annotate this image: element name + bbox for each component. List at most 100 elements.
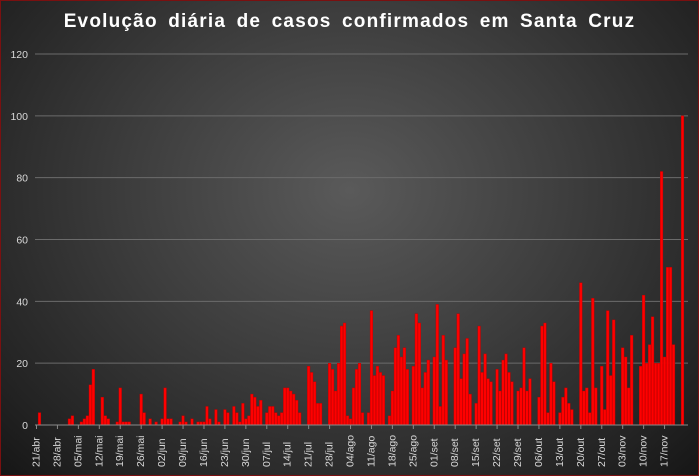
bar xyxy=(552,381,556,426)
bar xyxy=(160,418,164,426)
bar xyxy=(671,344,676,426)
bar xyxy=(372,375,376,426)
bar xyxy=(381,375,385,426)
bar xyxy=(295,400,299,426)
bar xyxy=(489,381,493,426)
bar xyxy=(235,412,239,426)
x-tick-label: 22/set xyxy=(491,438,503,467)
bar xyxy=(208,418,212,426)
x-tick-label: 26/mai xyxy=(135,435,147,467)
bar xyxy=(118,387,122,426)
x-tick-label: 29/set xyxy=(512,438,524,467)
bar xyxy=(390,390,394,426)
bar xyxy=(528,378,532,426)
bar xyxy=(298,412,302,426)
bar xyxy=(310,372,314,426)
y-tick-label: 120 xyxy=(10,49,28,61)
bar xyxy=(244,418,248,426)
bar xyxy=(378,372,382,426)
x-tick-label: 23/jun xyxy=(219,438,231,467)
y-tick-labels: 0 20 40 60 80 100 120 xyxy=(10,49,28,432)
bar xyxy=(313,381,317,426)
bar xyxy=(558,412,562,426)
bar xyxy=(190,418,194,426)
bar xyxy=(609,375,613,426)
bar xyxy=(337,362,341,426)
bar xyxy=(651,316,655,426)
x-tick-label: 12/mai xyxy=(93,435,105,467)
x-tick-label: 25/ago xyxy=(407,435,419,467)
bar xyxy=(396,335,400,426)
bar xyxy=(507,372,511,426)
bar xyxy=(205,406,209,426)
bar xyxy=(103,415,107,426)
bar xyxy=(250,393,254,426)
x-tick-label: 06/out xyxy=(533,438,545,467)
bar xyxy=(477,325,481,426)
x-tick-label: 17/nov xyxy=(659,435,671,467)
bar xyxy=(289,390,293,426)
bar xyxy=(654,362,658,426)
bar xyxy=(316,403,320,426)
bar xyxy=(226,412,230,426)
bar xyxy=(456,313,460,426)
x-tick-labels: 21/abr 28/abr 05/mai 12/mai 19/mai 26/mai 02/j… xyxy=(30,435,670,467)
bar xyxy=(253,396,257,426)
bar xyxy=(543,322,547,426)
axes xyxy=(35,424,688,429)
x-tick-label: 16/jun xyxy=(198,438,210,467)
bar xyxy=(106,418,110,426)
x-tick-label: 08/set xyxy=(449,438,461,467)
bar xyxy=(274,412,278,426)
bar xyxy=(277,415,281,426)
bar xyxy=(91,369,95,426)
bar xyxy=(340,325,344,426)
bar xyxy=(624,356,628,426)
bar xyxy=(438,406,442,426)
bar xyxy=(292,393,296,426)
y-tick-label: 0 xyxy=(22,420,28,432)
bar xyxy=(630,335,634,426)
bar xyxy=(582,390,586,426)
bar xyxy=(348,418,353,426)
bar xyxy=(657,362,661,426)
bar xyxy=(163,387,167,426)
x-tick-label: 11/ago xyxy=(365,436,377,467)
bar xyxy=(579,282,583,426)
bar xyxy=(564,387,568,426)
bar xyxy=(265,412,269,426)
bar xyxy=(166,418,170,426)
bar xyxy=(387,415,391,426)
bar xyxy=(540,325,544,426)
x-tick-label: 02/jun xyxy=(156,438,168,467)
bar xyxy=(561,396,565,426)
bar xyxy=(328,362,332,426)
bar xyxy=(241,403,245,426)
bar xyxy=(459,378,463,426)
bar xyxy=(369,310,374,426)
bar xyxy=(603,409,607,426)
bar xyxy=(280,412,284,426)
x-tick-label: 03/nov xyxy=(617,435,629,467)
bar xyxy=(546,412,550,426)
gridlines xyxy=(35,53,688,364)
bar xyxy=(345,415,350,426)
bar xyxy=(259,400,263,426)
bar xyxy=(462,353,466,426)
bar xyxy=(375,366,379,426)
bar xyxy=(366,412,371,426)
bar xyxy=(405,369,409,426)
bar xyxy=(82,418,86,426)
bar xyxy=(669,267,673,426)
bar xyxy=(360,412,365,426)
bar xyxy=(414,313,418,426)
bar xyxy=(444,359,448,426)
x-tick-label: 09/jun xyxy=(177,438,189,467)
x-tick-label: 01/set xyxy=(428,438,440,467)
bar xyxy=(420,387,424,426)
bar xyxy=(486,378,490,426)
x-tick-label: 14/jul xyxy=(282,442,294,467)
bar xyxy=(453,347,457,426)
bar xyxy=(402,347,406,426)
bar xyxy=(537,396,541,426)
